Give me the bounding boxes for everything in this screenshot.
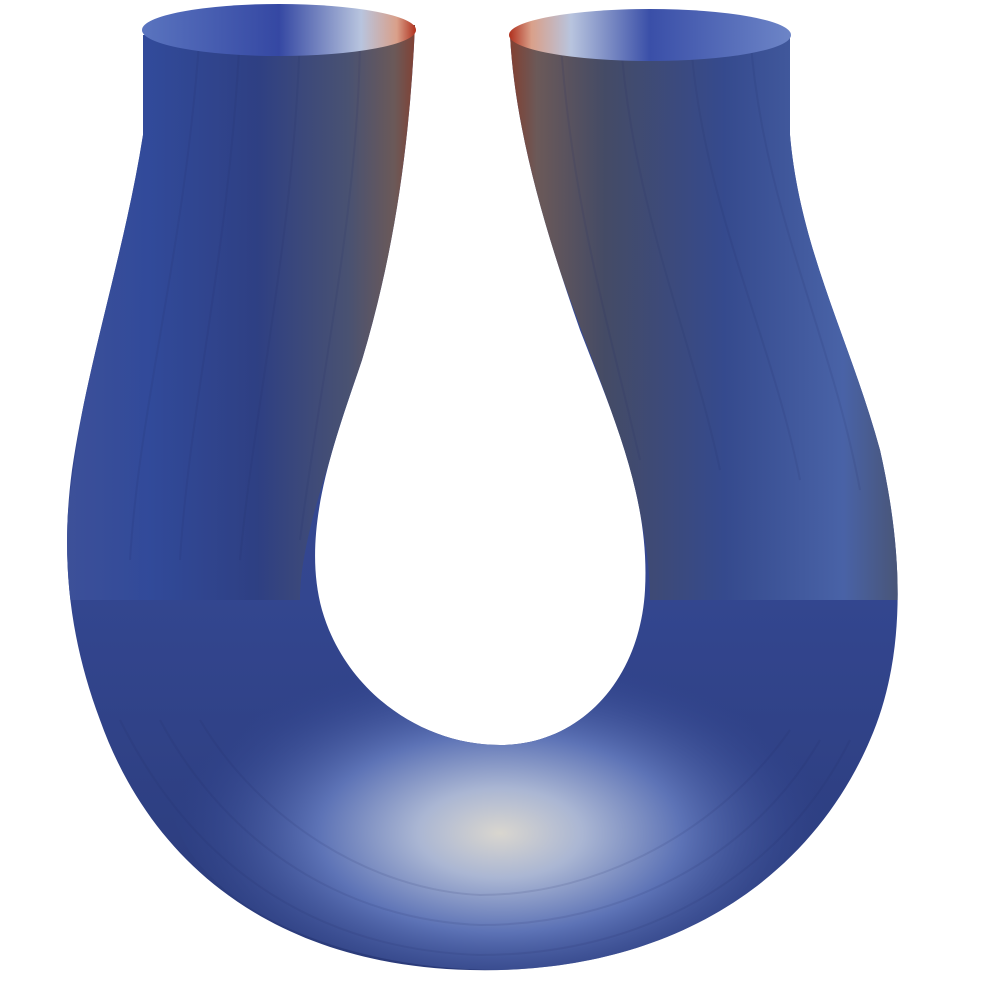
right-tube-opening bbox=[509, 9, 791, 61]
left-tube-opening bbox=[142, 4, 416, 56]
